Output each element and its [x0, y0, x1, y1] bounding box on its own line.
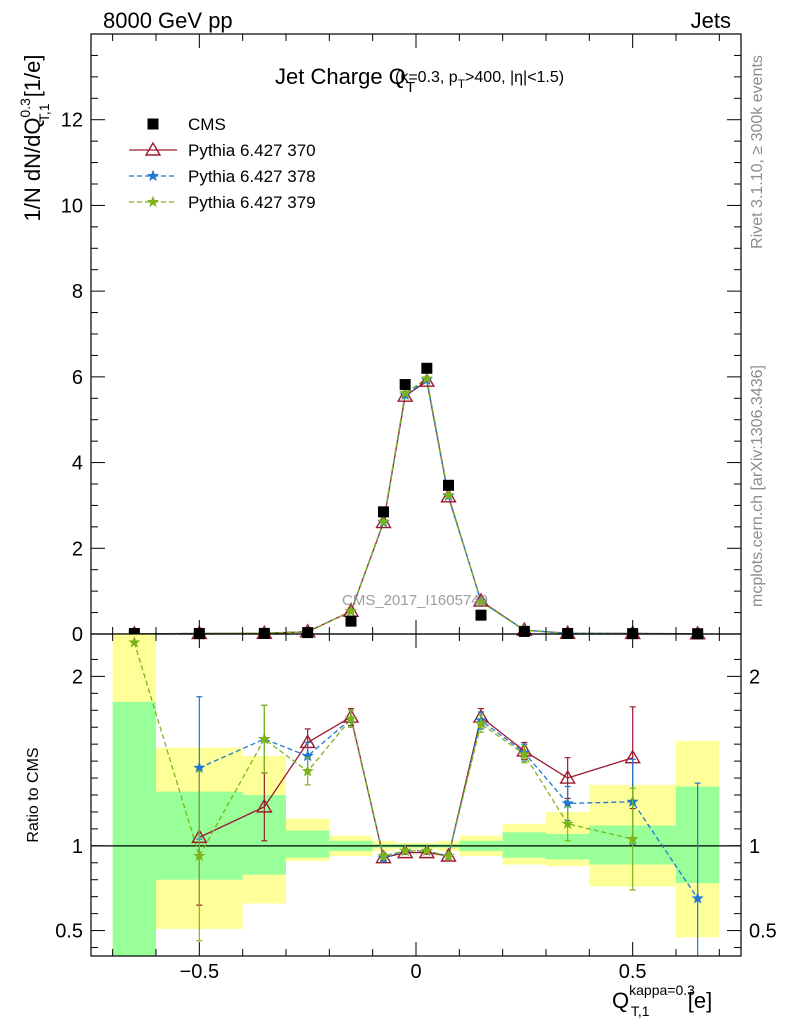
ratio-panel: 0.5 0.5 1 1 2 2 −0.5 0 0.5 Ratio to CMS Qkappa=0… — [25, 633, 777, 1019]
main-conditions-sub: T — [458, 77, 466, 91]
x-tick-label-1: 0 — [410, 961, 421, 983]
x-axis-label-a: Q — [612, 988, 629, 1013]
main-title-sub: T — [406, 79, 415, 96]
main-ytick-label-5: 10 — [61, 195, 83, 217]
point-cms-8 — [443, 479, 454, 491]
ratio-ytick-label-2: 2 — [72, 666, 83, 688]
x-axis-label: Qkappa=0.3 T,1 [e] — [612, 982, 712, 1019]
point-mc2-8 — [442, 488, 455, 501]
ratio-point-0-2 — [256, 798, 273, 813]
ratio-point-2-0 — [128, 636, 141, 648]
legend-label-0: CMS — [188, 115, 226, 134]
main-ylabel-a: 1/N dN/dQ — [20, 118, 45, 222]
ratio-point-2-9 — [474, 717, 488, 729]
point-cms-6 — [399, 379, 411, 391]
ratio-ytick-label-right-0: 0.5 — [749, 921, 777, 943]
x-axis-label-sub: T,1 — [631, 1003, 650, 1019]
point-mc0-7 — [418, 372, 436, 387]
point-mc0-6 — [396, 387, 414, 402]
x-axis-label-b: [e] — [682, 988, 713, 1013]
main-title-text: Jet Charge Q — [275, 64, 406, 89]
x-tick-label-0: −0.5 — [180, 961, 219, 983]
ratio-point-0-11 — [559, 769, 576, 784]
point-cms-3 — [302, 627, 314, 639]
main-ylabel-sub: T,1 — [36, 103, 52, 122]
legend-marker-2 — [146, 169, 160, 182]
ratio-point-1-11 — [561, 797, 574, 809]
ratio-point-2-12 — [626, 832, 639, 845]
point-mc2-4 — [344, 604, 358, 617]
legend-marker-3 — [146, 195, 160, 208]
x-axis-label-sup: kappa=0.3 — [629, 982, 695, 998]
point-mc2-9 — [474, 595, 488, 608]
main-conditions-b: >400, |η|<1.5) — [465, 69, 564, 86]
main-ytick-label-6: 12 — [61, 110, 83, 132]
main-panel: 0 2 4 6 8 10 12 CMS_2017_I1605749 Jet Charge Q… — [17, 33, 742, 646]
main-ytick-label-0: 0 — [72, 624, 83, 646]
main-ytick-label-2: 4 — [72, 453, 83, 475]
main-conditions-a: (κ=0.3, p — [395, 69, 458, 86]
point-cms-9 — [475, 609, 487, 621]
series-line-2 — [134, 377, 698, 635]
main-title: Jet Charge QT — [275, 64, 415, 96]
point-mc2-5 — [377, 515, 390, 527]
ratio-point-1-1 — [193, 761, 206, 774]
ratio-point-2-10 — [518, 747, 531, 760]
ratio-point-2-1 — [193, 849, 206, 862]
ratio-point-2-2 — [258, 732, 271, 745]
legend: CMS Pythia 6.427 370 Pythia 6.427 378 Pythi… — [129, 115, 316, 212]
main-conditions: (κ=0.3, pT>400, |η|<1.5) — [395, 69, 564, 91]
main-ylabel-b: [1/e] — [20, 54, 45, 103]
ratio-point-0-7 — [418, 844, 436, 859]
legend-label-2: Pythia 6.427 378 — [188, 167, 316, 186]
point-cms-10 — [518, 625, 530, 637]
point-cms-4 — [345, 615, 357, 627]
watermark: CMS_2017_I1605749 — [342, 592, 488, 609]
ratio-point-2-4 — [344, 712, 358, 724]
header-right: Jets — [691, 8, 731, 33]
x-tick-label-2: 0.5 — [619, 961, 647, 983]
point-mc2-6 — [399, 386, 412, 399]
ratio-point-2-11 — [561, 817, 574, 829]
ratio-point-2-6 — [399, 844, 412, 857]
legend-marker-cms — [147, 118, 159, 130]
ratio-point-2-3 — [301, 764, 314, 777]
point-mc2-7 — [420, 372, 433, 384]
main-ylabel-sup: 0.3 — [17, 98, 33, 118]
side-label-rivet: Rivet 3.1.10, ≥ 300k events — [749, 55, 766, 249]
band-inner-3 — [286, 830, 330, 858]
main-ytick-label-4: 8 — [72, 281, 83, 303]
legend-label-1: Pythia 6.427 370 — [188, 141, 316, 160]
ratio-ytick-label-0: 0.5 — [55, 921, 83, 943]
band-inner-10 — [502, 832, 546, 858]
ratio-point-1-13 — [691, 892, 704, 904]
legend-label-3: Pythia 6.427 379 — [188, 193, 316, 212]
ratio-point-0-6 — [396, 844, 414, 859]
ratio-ylabel: Ratio to CMS — [25, 747, 42, 842]
point-cms-7 — [421, 362, 433, 374]
ratio-ytick-label-1: 1 — [72, 836, 83, 858]
ratio-ytick-label-right-1: 1 — [749, 836, 760, 858]
ratio-point-2-5 — [377, 849, 390, 862]
header-left: 8000 GeV pp — [103, 8, 233, 33]
main-ytick-label-3: 6 — [72, 367, 83, 389]
ratio-ytick-label-right-2: 2 — [749, 666, 760, 688]
main-ylabel: 1/N dN/dQ0.3 T,1 [1/e] — [17, 54, 52, 221]
ratio-point-2-8 — [442, 849, 455, 862]
ratio-point-2-7 — [420, 844, 433, 857]
point-cms-5 — [378, 506, 389, 518]
legend-marker-1 — [144, 141, 162, 156]
band-inner-0 — [112, 701, 156, 956]
main-ytick-label-1: 2 — [72, 538, 83, 560]
side-label-mcplots: mcplots.cern.ch [arXiv:1306.3436] — [749, 365, 766, 607]
